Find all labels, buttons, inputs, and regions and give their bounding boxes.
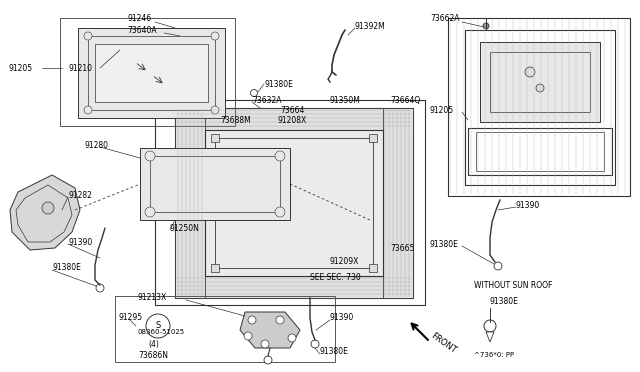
Circle shape [276,316,284,324]
Text: 91380E: 91380E [52,263,81,273]
Polygon shape [240,312,300,348]
Text: 91295: 91295 [118,314,142,323]
Circle shape [146,314,170,338]
Text: 91380E: 91380E [320,347,349,356]
Text: 91280: 91280 [84,141,108,150]
Polygon shape [175,108,205,298]
Text: 91390: 91390 [68,237,92,247]
Text: 91390: 91390 [516,201,540,209]
Text: 91380E: 91380E [490,298,519,307]
Circle shape [211,32,219,40]
Circle shape [536,84,544,92]
Text: 91380E: 91380E [265,80,294,89]
Circle shape [84,32,92,40]
Text: 91380E: 91380E [430,240,459,248]
Text: 73664Q: 73664Q [390,96,420,105]
Circle shape [145,207,155,217]
Polygon shape [10,175,80,250]
Bar [60,18,235,126]
Circle shape [275,151,285,161]
Polygon shape [175,108,413,130]
Polygon shape [78,28,225,118]
Circle shape [288,334,296,342]
Bar [490,52,590,112]
Polygon shape [140,148,290,220]
Circle shape [264,356,272,364]
Bar [211,134,219,142]
Bar [115,296,335,362]
Circle shape [244,332,252,340]
Text: FRONT: FRONT [429,331,458,355]
Text: 91209X: 91209X [330,257,360,266]
Text: 73662A: 73662A [430,13,460,22]
Text: 91250N: 91250N [170,224,200,232]
Text: 91350M: 91350M [330,96,361,105]
Text: 91213X: 91213X [138,294,167,302]
Circle shape [311,340,319,348]
Text: SEE SEC. 730: SEE SEC. 730 [310,273,361,282]
Text: 91390: 91390 [330,314,355,323]
Text: 91282: 91282 [68,190,92,199]
Circle shape [484,320,496,332]
Text: S: S [156,321,161,330]
Circle shape [494,262,502,270]
Text: 91205: 91205 [8,64,32,73]
Bar [468,128,612,175]
Text: 91205: 91205 [430,106,454,115]
Text: 08360-51025: 08360-51025 [138,329,185,335]
Bar [369,264,377,272]
Polygon shape [175,108,413,298]
Text: WITHOUT SUN ROOF: WITHOUT SUN ROOF [474,280,552,289]
Bar [476,132,604,171]
Circle shape [96,284,104,292]
Circle shape [250,90,257,96]
Text: 91210: 91210 [68,64,92,73]
Polygon shape [95,44,208,102]
Circle shape [525,67,535,77]
Circle shape [261,340,269,348]
Circle shape [211,106,219,114]
Text: ^736*0: PP: ^736*0: PP [474,352,514,358]
Text: 73686N: 73686N [138,352,168,360]
Bar [480,42,600,122]
Bar [369,134,377,142]
Polygon shape [486,332,494,342]
Circle shape [275,207,285,217]
Text: (4): (4) [148,340,159,349]
Polygon shape [383,108,413,298]
Text: 73640A: 73640A [127,26,157,35]
Circle shape [145,151,155,161]
Circle shape [84,106,92,114]
Bar [211,264,219,272]
Text: 73665: 73665 [390,244,414,253]
Polygon shape [205,130,383,276]
Text: 91246: 91246 [127,13,151,22]
Text: 91208X: 91208X [278,115,307,125]
Circle shape [248,316,256,324]
Text: 73688M: 73688M [220,115,251,125]
Circle shape [42,202,54,214]
Polygon shape [175,276,413,298]
Bar [448,18,630,196]
Text: 91392M: 91392M [355,22,386,31]
Text: 73664: 73664 [280,106,305,115]
Bar [465,30,615,185]
Circle shape [483,23,489,29]
Text: 73632A: 73632A [252,96,282,105]
